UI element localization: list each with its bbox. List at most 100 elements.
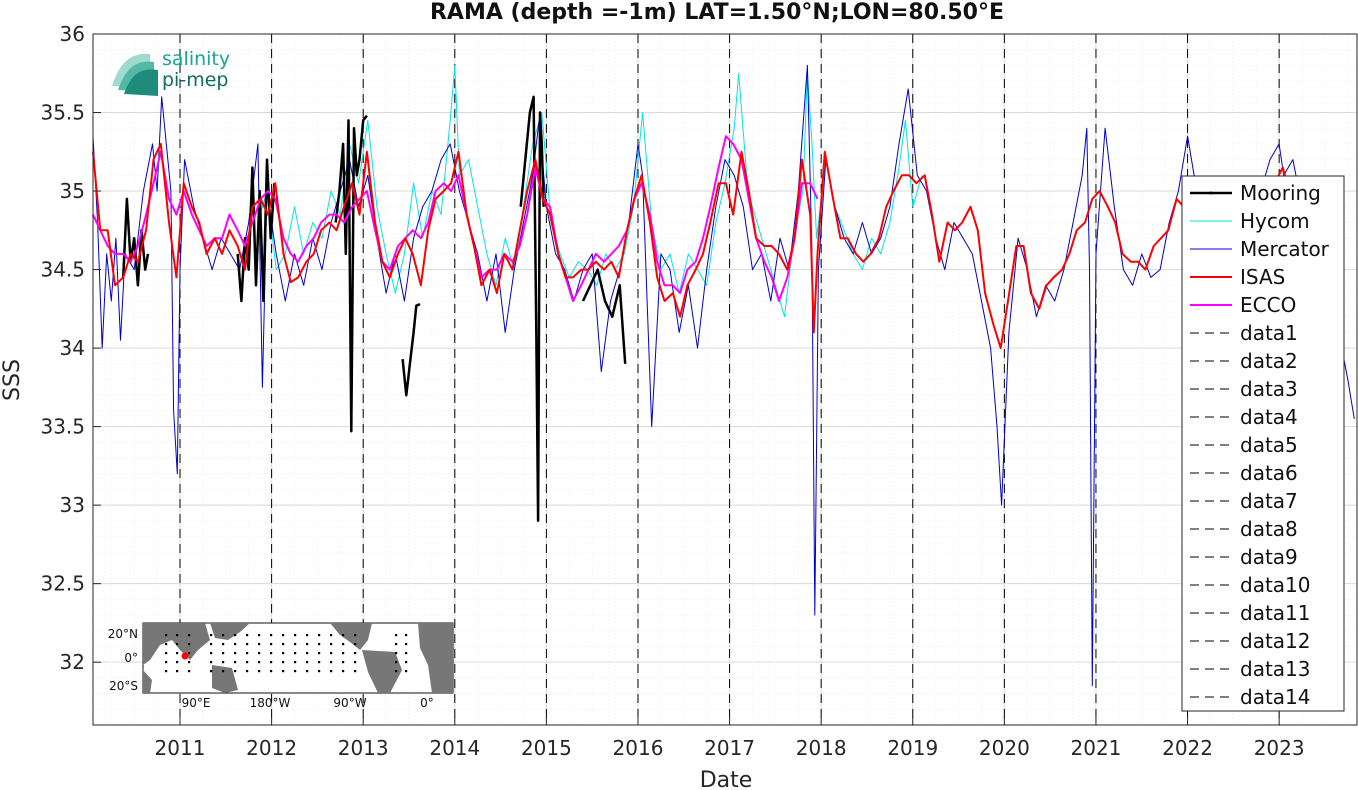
x-tick-label: 2020 [979,736,1030,760]
inset-mooring-dot [176,643,179,646]
inset-mooring-dot [188,661,191,664]
inset-mooring-dot [294,634,297,637]
inset-mooring-dot [222,643,225,646]
x-tick-label: 2016 [613,736,664,760]
inset-mooring-dot [258,643,261,646]
inset-mooring-dot [306,670,309,673]
inset-mooring-dot [342,643,345,646]
inset-land-north-america [330,623,372,650]
inset-mooring-dot [318,634,321,637]
x-tick-label: 2019 [887,736,938,760]
legend-label-data5: data5 [1240,433,1298,457]
series-mooring-segment-4 [519,95,545,523]
y-tick-label: 33.5 [40,415,85,439]
inset-mooring-dot [234,634,237,637]
inset-mooring-dot [246,661,249,664]
inset-mooring-dot [165,661,168,664]
x-tick-label: 2023 [1254,736,1305,760]
inset-mooring-dot [354,670,357,673]
inset-mooring-dot [318,643,321,646]
inset-mooring-dot [282,634,285,637]
series-mooring-segment-5 [581,268,627,364]
inset-mooring-dot [294,643,297,646]
y-tick-label: 32.5 [40,572,85,596]
y-tick-label: 34 [60,336,85,360]
inset-mooring-dot [210,643,213,646]
inset-mooring-dot [234,652,237,655]
inset-mooring-dot [222,670,225,673]
inset-mooring-dot [306,634,309,637]
inset-mooring-dot [246,670,249,673]
inset-mooring-dot [258,634,261,637]
inset-mooring-dot [318,670,321,673]
y-axis-label: SSS [0,359,25,401]
x-tick-label: 2013 [338,736,389,760]
inset-mooring-dot [210,661,213,664]
inset-mooring-dot [222,661,225,664]
inset-station-marker [181,652,189,660]
inset-mooring-dot [354,661,357,664]
series-layer [92,64,1355,687]
chart-title: RAMA (depth =-1m) LAT=1.50°N;LON=80.50°E [430,0,1004,25]
inset-mooring-dot [318,652,321,655]
inset-mooring-dot [306,661,309,664]
legend-label-hycom: Hycom [1240,209,1310,233]
y-tick-label: 33 [60,493,85,517]
inset-mooring-dot [354,634,357,637]
inset-mooring-dot [222,652,225,655]
inset-mooring-dot [306,643,309,646]
inset-mooring-dot [282,661,285,664]
inset-mooring-dot [165,652,168,655]
inset-mooring-dot [234,670,237,673]
inset-mooring-dot [246,643,249,646]
inset-lat-label-20s: 20°S [109,679,138,693]
inset-land-africa-east [418,623,453,693]
inset-lon-label-90e: 90°E [182,696,211,710]
legend-label-data3: data3 [1240,377,1298,401]
legend-label-data7: data7 [1240,489,1298,513]
series-mooring-segment-2 [334,114,368,433]
inset-mooring-dot [306,652,309,655]
logo-text-pimep: pi-mep [162,69,228,91]
inset-mooring-dot [330,643,333,646]
y-tick-label: 36 [60,22,85,46]
inset-mooring-dot [405,643,408,646]
inset-mooring-dot [342,670,345,673]
series-mooring-segment-0 [121,197,150,287]
y-tick-label: 35 [60,179,85,203]
inset-mooring-dot [405,661,408,664]
legend-label-data2: data2 [1240,349,1298,373]
x-axis-label: Date [700,768,753,790]
inset-mooring-dot [270,643,273,646]
inset-mooring-dot [176,670,179,673]
inset-mooring-dot [282,670,285,673]
legend-label-data12: data12 [1240,629,1311,653]
legend-label-data14: data14 [1240,685,1311,709]
inset-mooring-dot [395,661,398,664]
inset-mooring-dot [165,634,168,637]
inset-mooring-dot [188,643,191,646]
inset-mooring-dot [176,634,179,637]
inset-mooring-dot [294,661,297,664]
x-tick-label: 2021 [1071,736,1122,760]
legend-label-ecco: ECCO [1240,293,1296,317]
inset-mooring-dot [330,661,333,664]
inset-map: 20°N 0° 20°S 90°E 180°W 90°W 0° [108,622,454,710]
inset-mooring-dot [270,652,273,655]
x-tick-label: 2011 [155,736,206,760]
salinity-pimep-logo: salinity pi-mep [112,48,230,96]
inset-mooring-dot [270,670,273,673]
inset-land-australia [212,665,238,693]
inset-lat-label-20n: 20°N [108,627,138,641]
legend-label-data8: data8 [1240,517,1298,541]
inset-mooring-dot [234,661,237,664]
inset-mooring-dot [405,652,408,655]
inset-mooring-dot [210,670,213,673]
grid-layer [93,33,1357,726]
inset-mooring-dot [354,652,357,655]
inset-mooring-dot [395,652,398,655]
inset-mooring-dot [342,652,345,655]
inset-mooring-dot [395,634,398,637]
legend-marker-mooring [1209,191,1213,195]
